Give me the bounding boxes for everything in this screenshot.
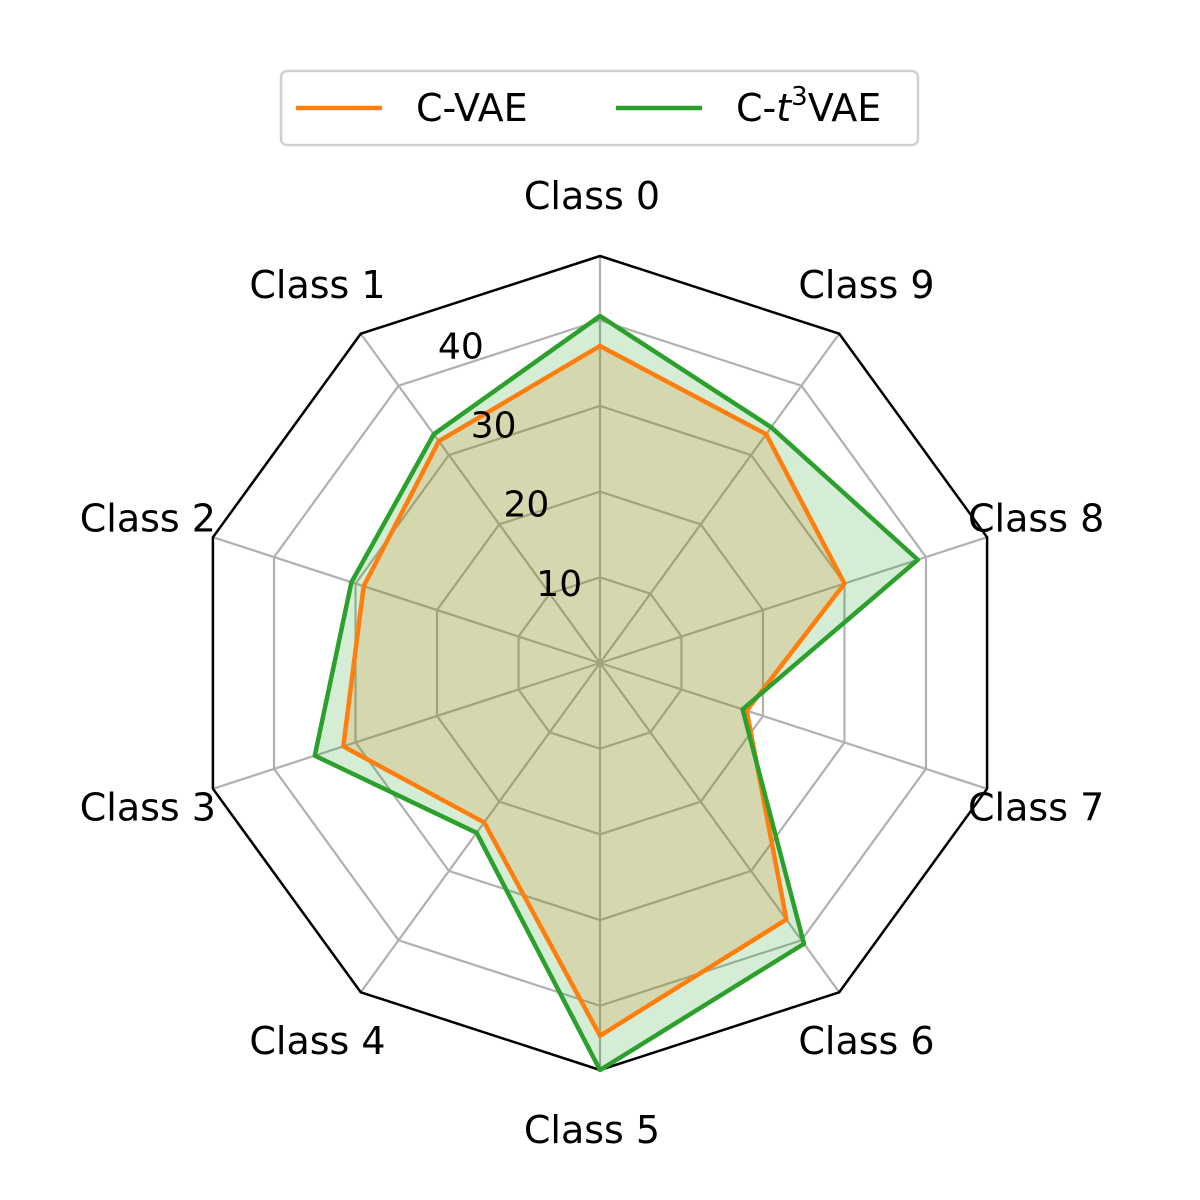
series-fill-0 [343, 345, 845, 1036]
series-layer [312, 313, 921, 1073]
series-fill-1 [314, 315, 918, 1071]
category-label-5: Class 5 [524, 1108, 660, 1152]
spoke-6 [599, 662, 841, 993]
spoke-3 [212, 661, 601, 790]
legend: C-VAE C-t3VAE [279, 69, 920, 147]
category-label-7: Class 7 [968, 785, 1104, 829]
category-label-6: Class 6 [798, 1019, 934, 1063]
series-line-0 [341, 343, 847, 1038]
category-label-4: Class 4 [249, 1019, 385, 1063]
legend-label-1: C-t3VAE [736, 82, 881, 130]
category-label-2: Class 2 [80, 497, 216, 541]
category-label-0: Class 0 [524, 174, 660, 218]
spoke-9 [599, 333, 841, 664]
spoke-7 [599, 661, 988, 790]
legend-label-0: C-VAE [416, 86, 528, 130]
tick-label-30: 30 [471, 406, 517, 447]
category-label-8: Class 8 [968, 497, 1104, 541]
series-line-1 [312, 313, 921, 1073]
label-layer: 10 20 30 40 Class 0 Class 1 Class 2 Class 3 Clas… [80, 174, 1105, 1152]
spoke-4 [359, 662, 601, 993]
tick-label-40: 40 [438, 326, 484, 367]
category-label-3: Class 3 [80, 785, 216, 829]
category-label-9: Class 9 [798, 263, 934, 307]
spoke-2 [212, 536, 601, 665]
tick-label-10: 10 [536, 564, 582, 605]
spoke-1 [359, 333, 601, 664]
legend-box [279, 69, 920, 147]
spoke-8 [599, 536, 988, 665]
tick-label-20: 20 [504, 485, 550, 526]
category-label-1: Class 1 [249, 263, 385, 307]
